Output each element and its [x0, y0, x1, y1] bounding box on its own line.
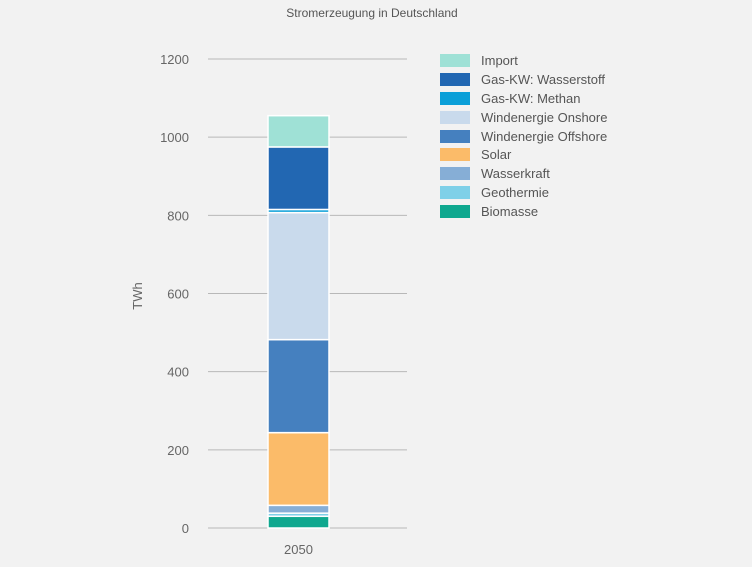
legend-item: Import: [440, 51, 607, 70]
legend: Import Gas-KW: Wasserstoff Gas-KW: Methan W…: [440, 51, 607, 221]
bar-segment-biomasse: [267, 515, 330, 529]
legend-label: Import: [481, 52, 518, 68]
y-tick-label: 400: [167, 365, 189, 380]
y-tick-label: 800: [167, 208, 189, 223]
x-tick-label: 2050: [284, 542, 313, 557]
bar-segment-gas-kw-wasserstoff: [267, 146, 330, 211]
bar-segment-windenergie-offshore: [267, 338, 330, 434]
bar-segment-wasserkraft: [267, 504, 330, 514]
legend-item: Wasserkraft: [440, 164, 607, 183]
y-axis-title: TWh: [130, 282, 145, 309]
legend-item: Gas-KW: Methan: [440, 89, 607, 108]
legend-item: Solar: [440, 145, 607, 164]
legend-swatch: [440, 91, 470, 105]
y-axis-ticks: 0 200 400 600 800 1000 1200: [160, 52, 189, 536]
legend-label: Gas-KW: Methan: [481, 90, 581, 106]
legend-swatch: [440, 167, 470, 181]
legend-label: Windenergie Offshore: [481, 128, 608, 144]
legend-item: Geothermie: [440, 183, 607, 202]
x-axis-ticks: 2050: [284, 542, 313, 557]
legend-label: Gas-KW: Wasserstoff: [481, 71, 606, 87]
legend-item: Biomasse: [440, 202, 607, 221]
bar-stack: [267, 114, 330, 529]
chart-title: Stromerzeugung in Deutschland: [286, 6, 458, 20]
legend-item: Gas-KW: Wasserstoff: [440, 70, 607, 89]
legend-swatch: [440, 205, 470, 219]
legend-swatch: [440, 53, 470, 67]
y-tick-label: 200: [167, 443, 189, 458]
y-tick-label: 600: [167, 287, 189, 302]
legend-item: Windenergie Onshore: [440, 108, 607, 127]
y-tick-label: 0: [182, 521, 189, 536]
legend-label: Wasserkraft: [481, 166, 550, 182]
legend-swatch: [440, 72, 470, 86]
legend-label: Biomasse: [481, 204, 539, 220]
legend-swatch: [440, 129, 470, 143]
bar-segment-solar: [267, 431, 330, 507]
legend-label: Solar: [481, 147, 512, 163]
legend-swatch: [440, 186, 470, 200]
y-tick-label: 1200: [160, 52, 189, 67]
bar-segment-windenergie-onshore: [267, 211, 330, 341]
legend-label: Geothermie: [481, 185, 549, 201]
legend-swatch: [440, 148, 470, 162]
legend-item: Windenergie Offshore: [440, 127, 607, 146]
bar-segment-import: [267, 114, 330, 148]
legend-swatch: [440, 110, 470, 124]
legend-label: Windenergie Onshore: [481, 109, 608, 125]
y-tick-label: 1000: [160, 130, 189, 145]
